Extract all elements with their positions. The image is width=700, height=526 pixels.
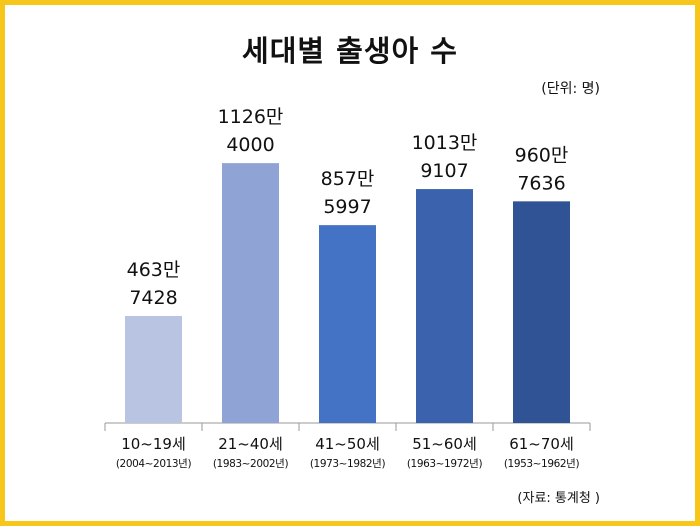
chart-title: 세대별 출생아 수 xyxy=(242,34,458,68)
data-label: 7428 xyxy=(129,287,177,309)
bar-4 xyxy=(416,189,473,423)
data-label: 5997 xyxy=(323,196,371,218)
data-label: 1013만 xyxy=(412,132,478,154)
data-label: 9107 xyxy=(420,160,468,182)
source-note: (자료: 통계청 ) xyxy=(517,491,600,506)
bar-3 xyxy=(319,225,376,423)
x-tick-sublabel: (1963~1972년) xyxy=(407,458,483,470)
x-tick-label: 61~70세 xyxy=(509,435,574,453)
x-tick-sublabel: (2004~2013년) xyxy=(116,458,192,470)
x-tick-label: 10~19세 xyxy=(121,435,186,453)
data-label: 463만 xyxy=(127,259,181,281)
data-label: 960만 xyxy=(515,144,569,166)
unit-label: (단위: 명) xyxy=(541,81,600,97)
data-label: 4000 xyxy=(226,134,274,156)
data-label: 7636 xyxy=(517,172,565,194)
x-tick-sublabel: (1973~1982년) xyxy=(310,458,386,470)
data-label: 1126만 xyxy=(218,106,284,128)
bar-2 xyxy=(222,163,279,424)
x-tick-label: 21~40세 xyxy=(218,435,283,453)
x-tick-sublabel: (1983~2002년) xyxy=(213,458,289,470)
x-tick-label: 41~50세 xyxy=(315,435,380,453)
bar-1 xyxy=(125,316,182,423)
x-tick-label: 51~60세 xyxy=(412,435,477,453)
x-tick-sublabel: (1953~1962년) xyxy=(504,458,580,470)
bar-5 xyxy=(513,201,570,423)
data-label: 857만 xyxy=(321,168,375,190)
